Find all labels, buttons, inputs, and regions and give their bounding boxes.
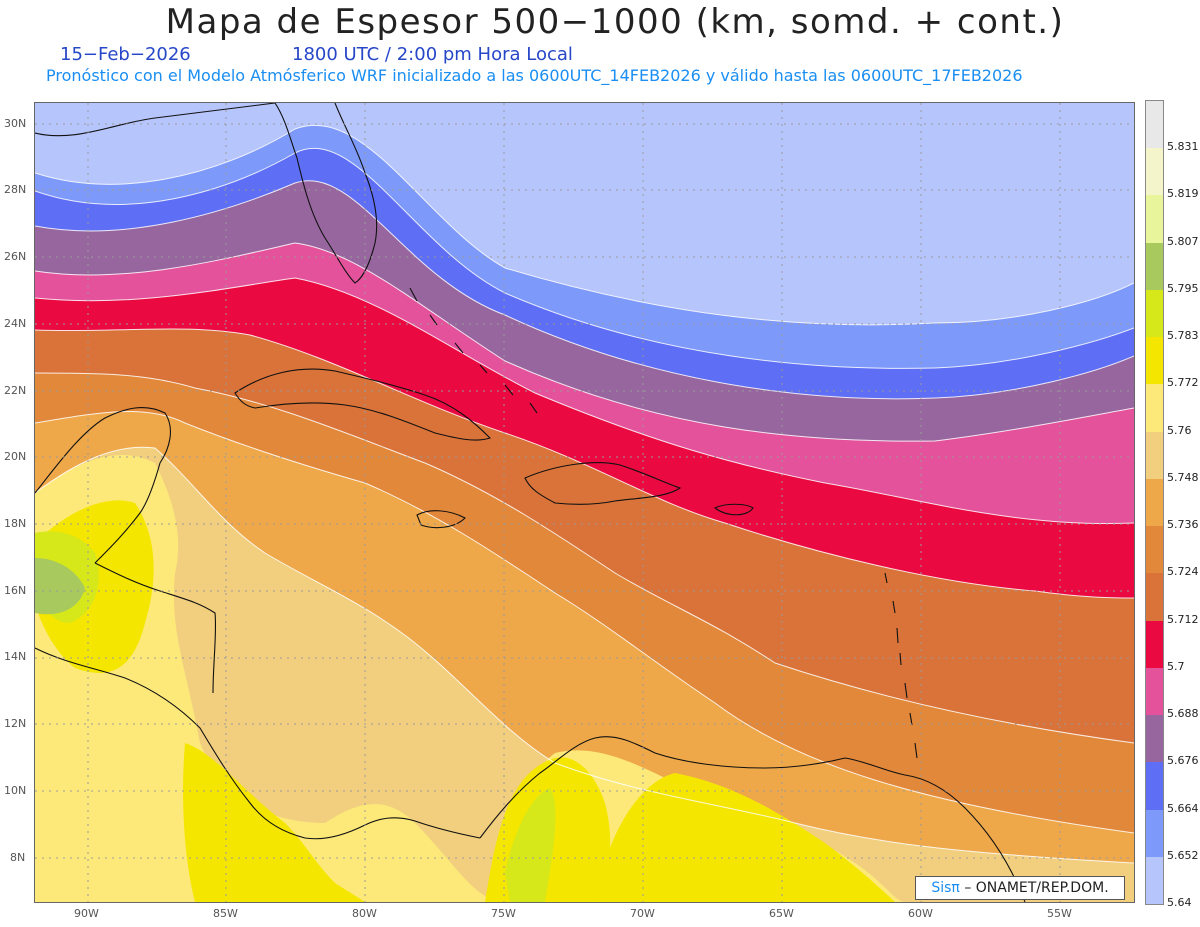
colorbar-swatch — [1146, 242, 1163, 290]
colorbar-label: 5.748 — [1167, 470, 1199, 484]
puerto-rico-coast — [713, 503, 754, 516]
colorbar-label: 5.688 — [1167, 707, 1199, 721]
credit-box: Sisπ – ONAMET/REP.DOM. — [915, 876, 1125, 900]
model-run-info: Pronóstico con el Modelo Atmósferico WRF… — [46, 66, 1023, 85]
colorbar-label: 5.76 — [1167, 423, 1192, 437]
lon-label-65w: 65W — [769, 907, 794, 920]
colorbar-label: 5.712 — [1167, 612, 1199, 626]
colorbar-swatch — [1146, 195, 1163, 243]
colorbar-swatch — [1146, 289, 1163, 338]
forecast-date: 15−Feb−2026 — [60, 44, 191, 65]
lat-label-8n: 8N — [10, 851, 26, 864]
lon-label-55w: 55W — [1047, 907, 1072, 920]
colorbar-label: 5.783 — [1167, 329, 1199, 343]
colorbar-swatch — [1146, 431, 1163, 479]
lon-label-85w: 85W — [213, 907, 238, 920]
colorbar-label: 5.664 — [1167, 801, 1199, 815]
cuba-coast — [234, 368, 492, 441]
lat-label-30n: 30N — [4, 117, 27, 130]
lat-label-16n: 16N — [4, 584, 27, 597]
map-canvas — [34, 102, 1135, 903]
colorbar-swatch — [1146, 148, 1163, 196]
florida-coast — [274, 103, 378, 284]
colorbar-label: 5.831 — [1167, 140, 1199, 154]
lon-label-70w: 70W — [630, 907, 655, 920]
colorbar-swatch — [1146, 809, 1163, 857]
colorbar-swatch — [1146, 101, 1163, 149]
colorbar-swatch — [1146, 337, 1163, 385]
yucatan-coast — [35, 407, 171, 564]
colorbar-swatch — [1146, 715, 1163, 763]
lat-label-20n: 20N — [4, 450, 27, 463]
forecast-time: 1800 UTC / 2:00 pm Hora Local — [292, 44, 573, 65]
colorbar-label: 5.652 — [1167, 848, 1199, 862]
gulf-coast — [35, 103, 276, 137]
honduras-north-coast — [94, 562, 217, 694]
coastlines — [35, 103, 1026, 902]
lat-label-18n: 18N — [4, 517, 27, 530]
lat-label-12n: 12N — [4, 717, 27, 730]
colorbar-swatch — [1146, 478, 1163, 527]
lat-label-26n: 26N — [4, 250, 27, 263]
colorbar-label: 5.736 — [1167, 518, 1199, 532]
lat-label-14n: 14N — [4, 650, 27, 663]
colorbar-label: 5.819 — [1167, 187, 1199, 201]
lon-label-90w: 90W — [74, 907, 99, 920]
colorbar-label: 5.676 — [1167, 754, 1199, 768]
colorbar-label: 5.7 — [1167, 659, 1185, 673]
colorbar-label: 5.807 — [1167, 234, 1199, 248]
lon-label-80w: 80W — [352, 907, 377, 920]
map-title: Mapa de Espesor 500−1000 (km, somd. + co… — [165, 2, 1065, 42]
lat-label-28n: 28N — [4, 183, 27, 196]
colorbar-label: 5.795 — [1167, 281, 1199, 295]
hispaniola-coast — [524, 462, 682, 505]
colorbar-swatch — [1146, 620, 1163, 668]
colorbar-swatch — [1146, 667, 1163, 716]
colorbar-swatch — [1146, 573, 1163, 621]
colorbar-swatch — [1146, 384, 1163, 432]
credit-org: – ONAMET/REP.DOM. — [964, 880, 1109, 896]
credit-brand: Sisπ — [931, 880, 960, 896]
colorbar-swatch — [1146, 856, 1163, 904]
colorbar-swatch — [1146, 526, 1163, 574]
south-america-coast — [479, 736, 1026, 902]
colorbar-swatch — [1146, 762, 1163, 810]
lesser-antilles — [884, 572, 918, 759]
lat-label-24n: 24N — [4, 317, 27, 330]
jamaica-coast — [416, 510, 466, 529]
colorbar-label: 5.724 — [1167, 565, 1199, 579]
lat-lon-grid — [35, 103, 1134, 902]
lat-label-10n: 10N — [4, 784, 27, 797]
colorbar-label: 5.772 — [1167, 376, 1199, 390]
central-america-coast — [35, 647, 481, 840]
colorbar — [1145, 100, 1164, 905]
thickness-fill-bands — [35, 103, 1134, 902]
lon-label-75w: 75W — [491, 907, 516, 920]
colorbar-label: 5.64 — [1167, 896, 1192, 909]
bahamas — [409, 287, 538, 414]
lon-label-60w: 60W — [908, 907, 933, 920]
lat-label-22n: 22N — [4, 384, 27, 397]
